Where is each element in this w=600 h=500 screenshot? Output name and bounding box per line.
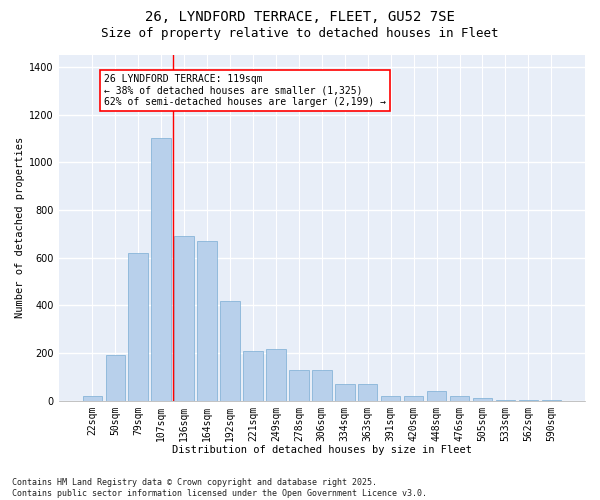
X-axis label: Distribution of detached houses by size in Fleet: Distribution of detached houses by size … [172,445,472,455]
Text: 26, LYNDFORD TERRACE, FLEET, GU52 7SE: 26, LYNDFORD TERRACE, FLEET, GU52 7SE [145,10,455,24]
Bar [289,370,308,400]
Y-axis label: Number of detached properties: Number of detached properties [15,137,25,318]
Bar [243,350,263,401]
Bar [427,391,446,400]
Bar [335,384,355,400]
Bar [106,356,125,401]
Bar [128,253,148,400]
Bar [175,236,194,400]
Bar [358,384,377,400]
Bar [450,396,469,400]
Bar [220,300,240,400]
Bar [381,396,400,400]
Bar [151,138,171,400]
Bar [266,350,286,401]
Text: Size of property relative to detached houses in Fleet: Size of property relative to detached ho… [101,28,499,40]
Text: Contains HM Land Registry data © Crown copyright and database right 2025.
Contai: Contains HM Land Registry data © Crown c… [12,478,427,498]
Bar [404,396,424,400]
Bar [83,396,102,400]
Text: 26 LYNDFORD TERRACE: 119sqm
← 38% of detached houses are smaller (1,325)
62% of : 26 LYNDFORD TERRACE: 119sqm ← 38% of det… [104,74,386,108]
Bar [473,398,492,400]
Bar [197,241,217,400]
Bar [312,370,332,400]
